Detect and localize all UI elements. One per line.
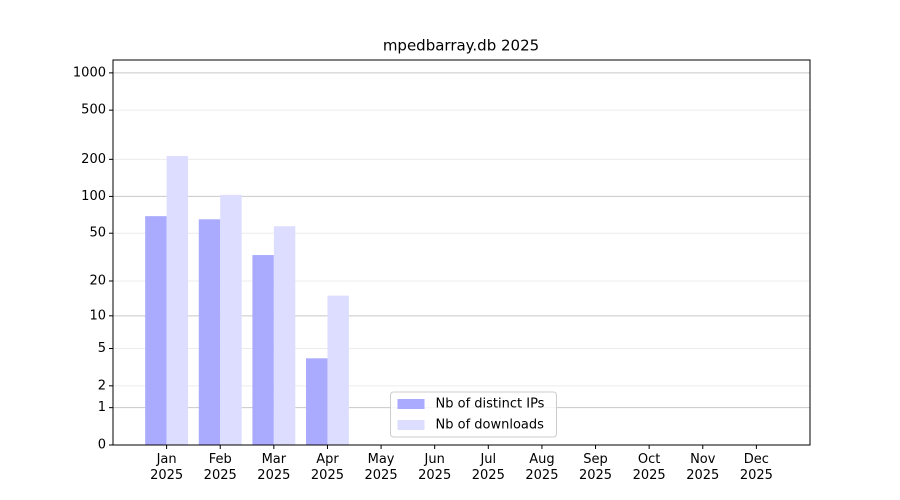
plot-frame: [112, 59, 811, 446]
y-tick-label: 2: [98, 378, 106, 393]
y-tick-label: 0: [98, 438, 106, 453]
y-tick-label: 10: [89, 308, 106, 323]
chart-title: mpedbarray.db 2025: [383, 37, 539, 55]
x-tick-label: Oct 2025: [632, 452, 666, 483]
x-tick-label: Apr 2025: [310, 452, 344, 483]
y-tick-label: 100: [81, 189, 106, 204]
y-tick-label: 500: [81, 103, 106, 118]
x-tick-label: Jun 2025: [418, 452, 452, 483]
legend-label: Nb of downloads: [436, 418, 545, 433]
bar: [252, 255, 274, 445]
bar: [145, 216, 167, 445]
legend-swatch: [397, 420, 425, 430]
legend-swatch: [397, 399, 425, 409]
bar: [306, 358, 328, 445]
bar: [273, 226, 296, 445]
x-tick-label: Nov 2025: [686, 452, 720, 483]
x-tick-label: Mar 2025: [257, 452, 291, 483]
x-tick-label: Jan 2025: [150, 452, 184, 483]
bar: [198, 219, 221, 445]
y-tick-label: 20: [89, 274, 106, 289]
x-tick-label: Dec 2025: [739, 452, 773, 483]
legend-label: Nb of distinct IPs: [436, 397, 545, 412]
x-tick-label: Sep 2025: [578, 452, 613, 483]
y-tick-label: 50: [89, 226, 106, 241]
x-tick-label: Aug 2025: [525, 452, 559, 483]
bar: [220, 194, 242, 445]
legend-box: [390, 391, 557, 438]
y-tick-label: 1000: [73, 65, 106, 80]
y-tick-label: 1: [98, 400, 106, 415]
y-tick-label: 5: [98, 341, 106, 356]
bar: [166, 155, 189, 445]
bar: [327, 295, 349, 445]
x-tick-label: Feb 2025: [203, 452, 237, 483]
y-tick-label: 200: [81, 152, 106, 167]
x-tick-label: May 2025: [364, 452, 398, 483]
x-tick-label: Jul 2025: [471, 452, 505, 483]
